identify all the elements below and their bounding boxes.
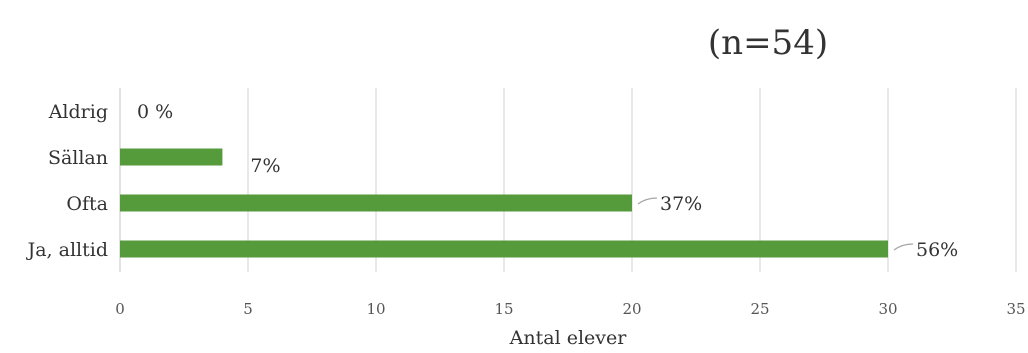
- gridlines: [247, 88, 1017, 272]
- category-label: Ja, alltid: [26, 239, 108, 261]
- x-tick-label: 35: [1006, 300, 1025, 318]
- data-label-leader: [893, 243, 914, 251]
- x-tick-labels: 0 5 10 15 20 25 30 35: [115, 300, 1025, 318]
- chart-title: (n=54): [708, 23, 828, 63]
- x-tick-label: 25: [750, 300, 769, 318]
- data-labels: 0 % 7% 37% 56%: [137, 101, 958, 261]
- category-label: Aldrig: [48, 101, 108, 123]
- bars: [120, 148, 888, 258]
- x-tick-label: 15: [494, 300, 513, 318]
- x-tick-label: 20: [622, 300, 641, 318]
- data-label: 37%: [660, 193, 702, 215]
- category-label: Sällan: [48, 147, 108, 169]
- bar: [120, 194, 632, 212]
- bar: [120, 240, 888, 258]
- data-label-leader: [637, 197, 658, 205]
- x-tick-label: 30: [878, 300, 897, 318]
- data-label: 56%: [916, 239, 958, 261]
- category-label: Ofta: [66, 193, 108, 215]
- x-tick-label: 0: [115, 300, 125, 318]
- x-tick-label: 10: [366, 300, 385, 318]
- x-axis-label: Antal elever: [509, 327, 628, 349]
- data-label: 0 %: [137, 101, 173, 123]
- category-labels: Aldrig Sällan Ofta Ja, alltid: [26, 101, 108, 261]
- bar: [120, 148, 223, 166]
- data-label: 7%: [250, 155, 280, 177]
- x-tick-label: 5: [243, 300, 253, 318]
